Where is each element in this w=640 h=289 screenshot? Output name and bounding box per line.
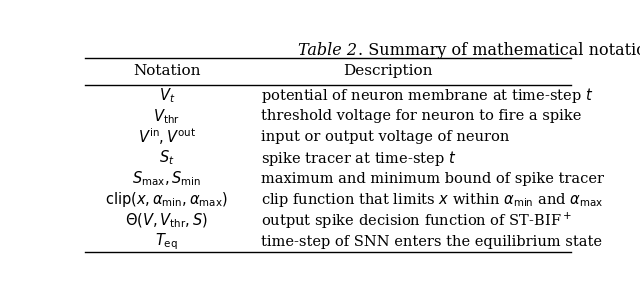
Text: potential of neuron membrane at time-step $t$: potential of neuron membrane at time-ste…	[261, 86, 594, 105]
Text: output spike decision function of ST-BIF$^+$: output spike decision function of ST-BIF…	[261, 211, 572, 231]
Text: input or output voltage of neuron: input or output voltage of neuron	[261, 130, 509, 144]
Text: maximum and minimum bound of spike tracer: maximum and minimum bound of spike trace…	[261, 172, 604, 186]
Text: Table 2: Table 2	[298, 42, 358, 60]
Text: spike tracer at time-step $t$: spike tracer at time-step $t$	[261, 149, 456, 168]
Text: $V^{\mathrm{in}}, V^{\mathrm{out}}$: $V^{\mathrm{in}}, V^{\mathrm{out}}$	[138, 127, 196, 147]
Text: threshold voltage for neuron to fire a spike: threshold voltage for neuron to fire a s…	[261, 109, 581, 123]
Text: Notation: Notation	[133, 64, 200, 78]
Text: $S_{\mathrm{max}}, S_{\mathrm{min}}$: $S_{\mathrm{max}}, S_{\mathrm{min}}$	[132, 170, 202, 188]
Text: $S_t$: $S_t$	[159, 149, 175, 167]
Text: $V_{\mathrm{thr}}$: $V_{\mathrm{thr}}$	[154, 107, 180, 125]
Text: $T_{\mathrm{eq}}$: $T_{\mathrm{eq}}$	[156, 231, 178, 252]
Text: time-step of SNN enters the equilibrium state: time-step of SNN enters the equilibrium …	[261, 235, 602, 249]
Text: $V_t$: $V_t$	[159, 86, 175, 105]
Text: $\Theta(V, V_{\mathrm{thr}}, S)$: $\Theta(V, V_{\mathrm{thr}}, S)$	[125, 212, 209, 230]
Text: Description: Description	[343, 64, 432, 78]
Text: clip function that limits $x$ within $\alpha_{\mathrm{min}}$ and $\alpha_{\mathr: clip function that limits $x$ within $\a…	[261, 191, 604, 209]
Text: $\mathrm{clip}(x, \alpha_{\mathrm{min}}, \alpha_{\mathrm{max}})$: $\mathrm{clip}(x, \alpha_{\mathrm{min}},…	[106, 190, 228, 210]
Text: . Summary of mathematical notations used in this paper.: . Summary of mathematical notations used…	[358, 42, 640, 60]
